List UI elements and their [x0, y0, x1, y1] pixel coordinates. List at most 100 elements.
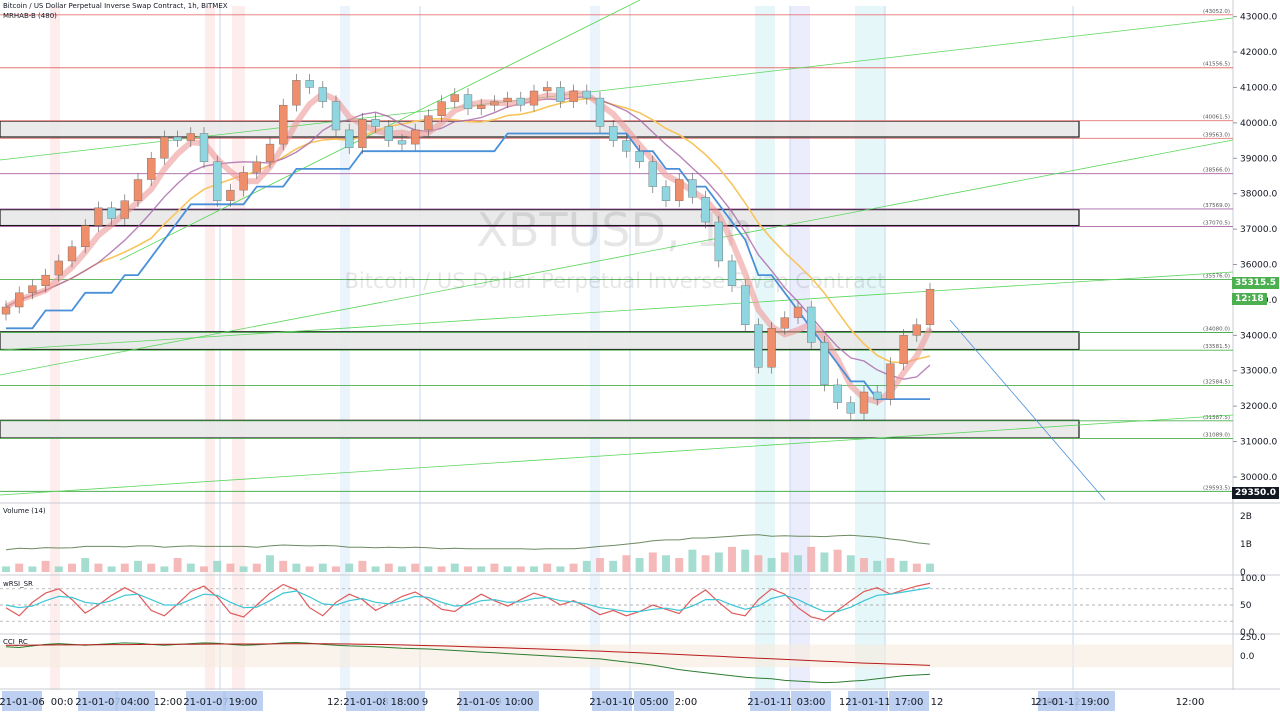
volume-bar: [437, 566, 446, 572]
price-axis-label: 39000.0: [1240, 154, 1277, 164]
candle-body: [94, 207, 103, 226]
candle-body: [186, 133, 195, 141]
volume-bar: [464, 566, 472, 572]
x-axis-label-highlight: [385, 691, 425, 711]
candle-body: [873, 391, 882, 400]
volume-bar: [648, 552, 657, 572]
volume-bar: [318, 563, 327, 572]
x-axis-label: 05:00: [640, 697, 669, 708]
price-axis-label: 41000.0: [1240, 83, 1277, 93]
x-axis-label: 21-01-07: [183, 697, 228, 708]
candle-body: [833, 384, 842, 403]
volume-bar: [345, 563, 354, 572]
price-axis-label: 30000.0: [1240, 473, 1277, 483]
candle-body: [609, 126, 618, 141]
cci-band: [0, 644, 1233, 668]
candle-body: [358, 119, 367, 148]
volume-bar: [239, 566, 248, 572]
horizontal-level-label: (35576.0): [1203, 274, 1230, 280]
candle-body: [503, 97, 512, 102]
candle-body: [661, 186, 671, 201]
candle-body: [133, 179, 143, 201]
volume-bar: [728, 546, 736, 572]
volume-bar: [332, 566, 340, 572]
volume-ma-line: [5, 534, 931, 551]
x-axis-label-highlight: [592, 691, 632, 711]
volume-bar: [569, 563, 578, 572]
candle-body: [239, 172, 248, 191]
x-axis-label: 21-01-06: [0, 697, 45, 708]
x-axis-label: 18:00: [391, 697, 420, 708]
x-axis-label: 17:00: [895, 697, 924, 708]
cci-pane-label: CCI_RC: [3, 638, 28, 646]
candle-body: [173, 136, 182, 141]
volume-bar: [371, 566, 380, 572]
x-axis-label-highlight: [499, 691, 539, 711]
volume-bar: [714, 552, 723, 572]
volume-bar: [305, 566, 314, 572]
candle-body: [582, 90, 591, 99]
price-axis-label: 42000.0: [1240, 48, 1277, 58]
x-axis-label: 04:00: [121, 697, 150, 708]
price-axis-label: 32000.0: [1240, 402, 1277, 412]
volume-bar: [134, 560, 142, 572]
volume-bar: [358, 560, 367, 572]
trend-line-0: [0, 271, 1234, 351]
candle-body: [450, 94, 459, 102]
x-axis-label: 12:00: [154, 697, 183, 708]
candle-body: [81, 225, 90, 248]
x-axis-label: 21-01-11: [845, 697, 890, 708]
candle-body: [371, 119, 380, 127]
x-axis-label-highlight: [459, 691, 499, 711]
volume-axis-label: 2B: [1240, 512, 1252, 522]
x-axis-label: 21-01-08: [343, 697, 388, 708]
volume-bar: [266, 555, 274, 572]
horizontal-level-label: (40061.5): [1203, 115, 1230, 121]
trend-line-5: [949, 319, 1106, 501]
candle-body: [120, 200, 129, 219]
volume-bar: [450, 563, 459, 572]
x-axis-label-highlight: [78, 691, 118, 711]
volume-bar: [582, 560, 591, 572]
rsi-axis-label: 0.0: [1240, 628, 1255, 638]
candle-body: [846, 402, 855, 414]
horizontal-level-label: (39563.0): [1203, 132, 1230, 138]
watermark-description: Bitcoin / US Dollar Perpetual Inverse Sw…: [344, 269, 885, 293]
x-axis-label: 03:00: [797, 697, 826, 708]
cci-line: [5, 641, 931, 684]
candle-body: [437, 101, 446, 116]
volume-bar: [503, 566, 512, 572]
x-axis-label: 12: [931, 697, 944, 708]
x-axis-label-highlight: [346, 691, 386, 711]
volume-bar: [820, 552, 829, 572]
volume-bar: [186, 563, 195, 572]
volume-bar: [213, 560, 222, 572]
volume-bar: [279, 560, 288, 572]
horizontal-level-label: (41556.5): [1203, 62, 1230, 68]
price-axis-label: 36000.0: [1240, 261, 1277, 271]
volume-bar: [556, 566, 565, 572]
volume-bar: [846, 555, 855, 572]
stepped-stop-line: [6, 132, 930, 401]
volume-bar: [609, 560, 618, 572]
candle-body: [767, 328, 776, 368]
candle-body: [859, 391, 869, 414]
volume-bar: [754, 555, 763, 572]
horizontal-level-label: (34080.0): [1203, 327, 1230, 333]
volume-bar: [807, 546, 816, 572]
candle-body: [899, 335, 908, 364]
x-axis-label-highlight: [2, 691, 42, 711]
volume-bar: [252, 563, 261, 572]
volume-bar: [675, 558, 684, 572]
candle-body: [345, 129, 354, 148]
x-axis-label: 00:0: [51, 697, 73, 708]
volume-bar: [41, 560, 50, 572]
price-axis-label: 37000.0: [1240, 225, 1277, 235]
candle-body: [199, 133, 209, 163]
ema-purple-line: [5, 95, 931, 380]
volume-bar: [15, 563, 24, 572]
x-axis-label: 10:00: [505, 697, 534, 708]
volume-bar: [794, 555, 802, 572]
